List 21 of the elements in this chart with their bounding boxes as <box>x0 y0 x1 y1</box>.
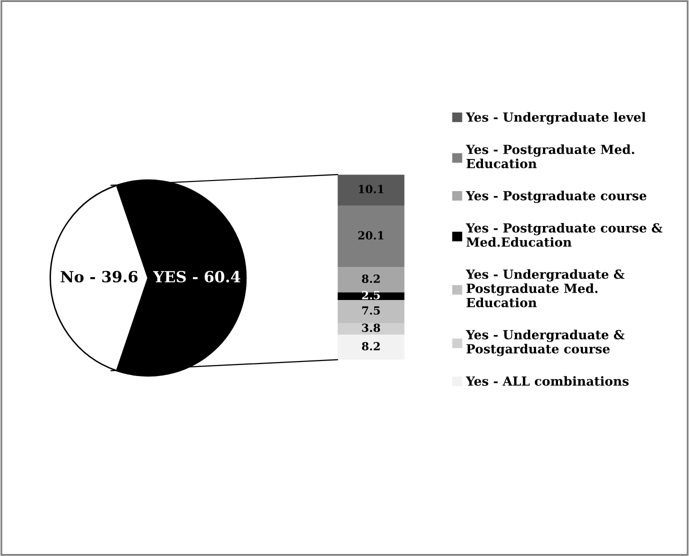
legend-label: Yes - Postgraduate course & Med.Education <box>466 222 662 247</box>
bar <box>338 174 404 206</box>
legend-label: Yes - Undergraduate & Postgarduate course <box>466 330 624 356</box>
data-label: 8.2 <box>362 274 380 283</box>
data-label: 3.8 <box>362 324 380 332</box>
slice-label: YES - 60.4 <box>153 270 240 282</box>
bar <box>338 267 404 292</box>
data-label: 20.1 <box>358 231 384 240</box>
legend-label: Yes - Postgraduate Med. Education <box>466 144 634 168</box>
data-label: 7.5 <box>362 306 380 315</box>
legend-label: Yes - Undergraduate & Postgraduate Med. Education <box>466 269 624 308</box>
data-label: 8.2 <box>362 342 380 350</box>
slice-label: No - 39.6 <box>60 270 138 282</box>
bar <box>338 206 404 268</box>
legend-label: Yes - Undergraduate level <box>466 112 646 124</box>
data-label: 10.1 <box>358 184 384 194</box>
bar <box>338 334 404 360</box>
data-label: 2.5 <box>362 290 380 300</box>
bar <box>338 300 404 323</box>
legend-label: Yes - Postgraduate course <box>466 190 646 203</box>
legend-label: Yes - ALL combinations <box>466 376 629 386</box>
